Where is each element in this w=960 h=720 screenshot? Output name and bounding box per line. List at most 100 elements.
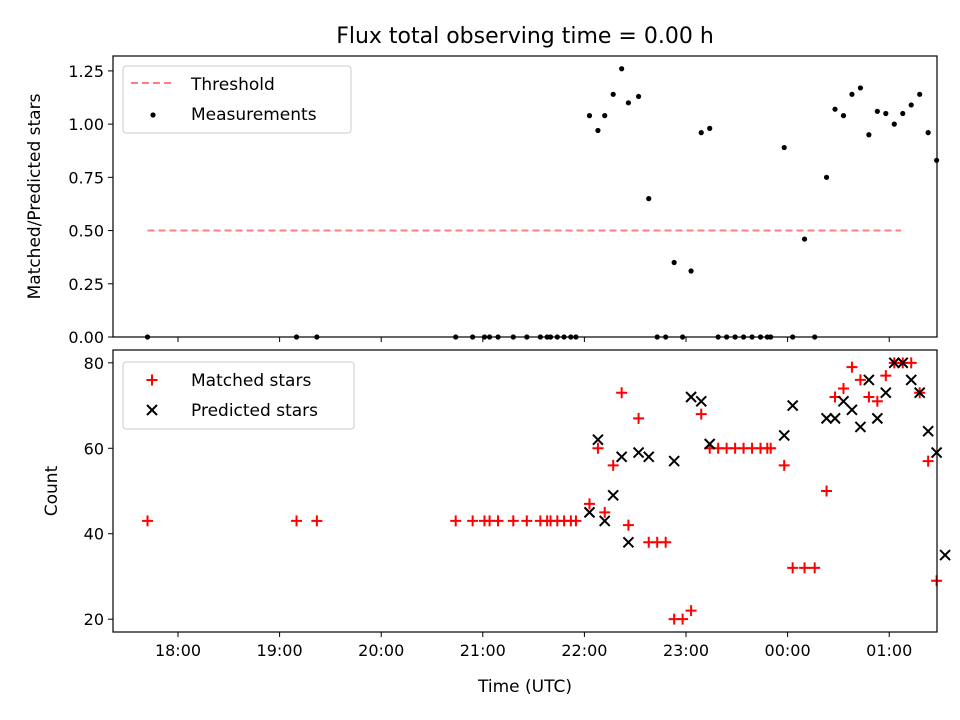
legend-measurements-label: Measurements xyxy=(191,105,317,125)
measurement-point xyxy=(619,66,625,72)
bottom-axes-frame xyxy=(112,349,938,633)
measurement-point xyxy=(866,132,872,138)
legend-measurements-swatch xyxy=(150,112,156,118)
matched-star-point xyxy=(846,361,858,373)
matched-star-point xyxy=(905,357,917,369)
matched-star-point xyxy=(821,485,833,497)
matched-star-point xyxy=(787,562,799,574)
matched-star-point xyxy=(607,459,619,471)
measurement-point xyxy=(635,93,642,100)
predicted-star-point xyxy=(871,412,884,425)
predicted-star-point xyxy=(922,425,934,437)
matched-star-point xyxy=(592,442,604,454)
measurement-point xyxy=(781,144,787,151)
top-panel: 0.00 0.25 0.50 0.75 1.00 1.25 Matched/Predicte… xyxy=(25,55,940,347)
measurement-point xyxy=(925,130,931,136)
legend-threshold-label: Threshold xyxy=(190,75,275,95)
matched-star-point xyxy=(583,498,595,510)
matched-star-point xyxy=(778,459,790,471)
matched-star-point xyxy=(492,515,504,527)
top-ytick-label: 1.00 xyxy=(68,115,104,134)
bottom-panel: 20 40 60 80 18:00 19:00 20:00 21:00 22:00 23:00 00… xyxy=(42,349,951,697)
predicted-star-point xyxy=(897,357,909,369)
legend-predicted-swatch xyxy=(146,404,158,416)
matched-star-point xyxy=(660,536,672,548)
predicted-star-point xyxy=(913,387,926,399)
matched-star-point xyxy=(871,395,883,407)
measurement-point xyxy=(823,174,830,180)
measurement-point xyxy=(874,108,880,114)
matched-star-point xyxy=(799,562,811,574)
matched-star-point xyxy=(142,515,154,527)
predicted-star-point xyxy=(599,515,611,527)
predicted-star-point xyxy=(583,506,596,519)
measurement-point xyxy=(801,236,808,242)
measurement-point xyxy=(849,91,855,97)
top-ytick-label: 0.00 xyxy=(68,328,104,347)
predicted-star-point xyxy=(880,387,892,399)
chart-title: Flux total observing time = 0.00 h xyxy=(336,24,714,49)
matched-star-point xyxy=(880,370,892,382)
measurement-point xyxy=(671,259,677,266)
predicted-star-point xyxy=(888,357,900,369)
bottom-legend-box xyxy=(122,361,355,430)
measurement-point xyxy=(900,110,906,117)
predicted-star-point xyxy=(778,429,790,442)
measurement-point xyxy=(883,110,889,117)
matched-star-point xyxy=(922,455,934,467)
bottom-ytick-label: 40 xyxy=(84,525,104,544)
top-ytick-label: 0.50 xyxy=(68,222,104,241)
predicted-star-point xyxy=(632,446,645,459)
matched-star-point xyxy=(599,506,611,518)
legend-matched-label: Matched stars xyxy=(191,371,311,391)
predicted-star-point xyxy=(592,434,604,446)
top-ytick-label: 0.75 xyxy=(68,168,104,187)
measurement-point xyxy=(698,130,704,136)
bottom-ytick-label: 60 xyxy=(84,439,104,458)
predicted-star-point xyxy=(863,374,875,386)
measurement-point xyxy=(707,125,713,131)
predicted-star-point xyxy=(607,489,619,501)
measurement-point xyxy=(688,268,694,274)
bottom-xtick-label: 22:00 xyxy=(561,641,607,660)
matched-star-point xyxy=(616,387,628,399)
measurement-point xyxy=(586,113,593,119)
matched-star-point xyxy=(854,374,866,386)
bottom-xtick-label: 01:00 xyxy=(866,641,912,660)
predicted-star-point xyxy=(615,451,628,463)
top-ylabel: Matched/Predicted stars xyxy=(25,93,45,299)
matched-star-point xyxy=(677,613,689,625)
measurement-point xyxy=(646,196,652,202)
legend-predicted-label: Predicted stars xyxy=(191,401,318,421)
predicted-star-point xyxy=(703,438,716,450)
matched-star-point xyxy=(622,519,634,531)
matched-star-point xyxy=(633,412,645,424)
bottom-xtick-label: 00:00 xyxy=(765,641,811,660)
measurement-point xyxy=(891,121,897,127)
bottom-xtick-label: 20:00 xyxy=(358,641,404,660)
legend-matched-swatch xyxy=(146,374,158,386)
bottom-xtick-label: 19:00 xyxy=(257,641,303,660)
matched-star-point xyxy=(311,515,323,527)
matched-star-point xyxy=(837,382,849,394)
predicted-star-point xyxy=(846,404,858,416)
matched-star-point xyxy=(507,515,519,527)
matched-star-point xyxy=(863,391,875,403)
bottom-ytick-label: 80 xyxy=(84,354,104,373)
matched-star-point xyxy=(570,515,582,527)
measurement-point xyxy=(602,113,608,119)
predicted-star-point xyxy=(695,395,707,407)
bottom-ytick-label: 20 xyxy=(84,610,104,629)
matched-star-point xyxy=(450,515,462,527)
predicted-star-point xyxy=(622,536,635,548)
measurement-point xyxy=(857,85,864,91)
matched-star-point xyxy=(685,605,697,617)
matched-star-point xyxy=(521,515,533,527)
measurement-point xyxy=(832,106,838,112)
top-ytick-label: 0.25 xyxy=(68,275,104,294)
measurement-point xyxy=(908,102,914,108)
predicted-star-point xyxy=(668,455,680,467)
measurement-point xyxy=(625,100,632,106)
predicted-star-point xyxy=(939,549,951,561)
